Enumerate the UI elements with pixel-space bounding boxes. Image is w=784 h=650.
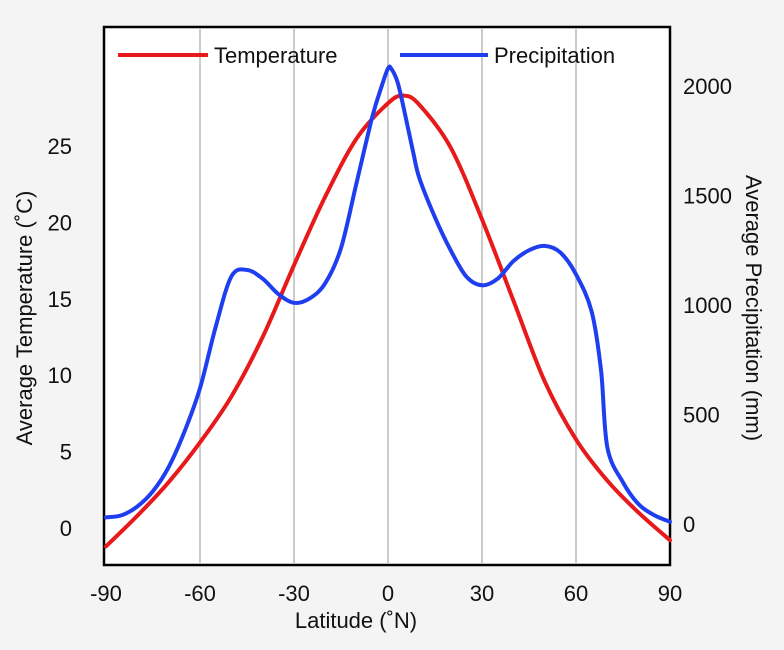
grid-layer xyxy=(199,28,577,564)
x-tick-label: 0 xyxy=(382,581,394,606)
series-line-precipitation xyxy=(104,64,672,524)
legend-label-temperature: Temperature xyxy=(214,43,338,68)
y-left-tick-label: 15 xyxy=(48,287,72,312)
series-line-temperature xyxy=(104,93,672,549)
y-axis-left-title: Average Temperature (˚C) xyxy=(12,191,37,446)
x-tick-label: -30 xyxy=(278,581,310,606)
y-left-tick-label: 5 xyxy=(60,440,72,465)
y-left-tick-label: 20 xyxy=(48,210,72,235)
y-axis-right-title: Average Precipitation (mm) xyxy=(741,175,766,441)
y-left-tick-label: 10 xyxy=(48,363,72,388)
x-tick-label: 90 xyxy=(658,581,682,606)
series-layer xyxy=(104,64,672,549)
y-right-tick-label: 2000 xyxy=(683,74,732,99)
legend-label-precipitation: Precipitation xyxy=(494,43,615,68)
x-tick-label: 60 xyxy=(564,581,588,606)
y-right-tick-label: 500 xyxy=(683,403,720,428)
y-right-tick-label: 1500 xyxy=(683,184,732,209)
y-right-tick-label: 1000 xyxy=(683,293,732,318)
legend: Temperature Precipitation xyxy=(118,43,615,68)
y-left-tick-label: 0 xyxy=(60,516,72,541)
x-tick-label: -60 xyxy=(184,581,216,606)
axis-layer: -90 -60 -30 0 30 60 90 0 5 10 15 20 25 0 500 1000 1500 20… xyxy=(48,74,732,606)
y-right-tick-label: 0 xyxy=(683,512,695,537)
x-tick-label: 30 xyxy=(470,581,494,606)
x-axis-title: Latitude (˚N) xyxy=(295,608,417,633)
y-left-tick-label: 25 xyxy=(48,134,72,159)
x-tick-label: -90 xyxy=(90,581,122,606)
